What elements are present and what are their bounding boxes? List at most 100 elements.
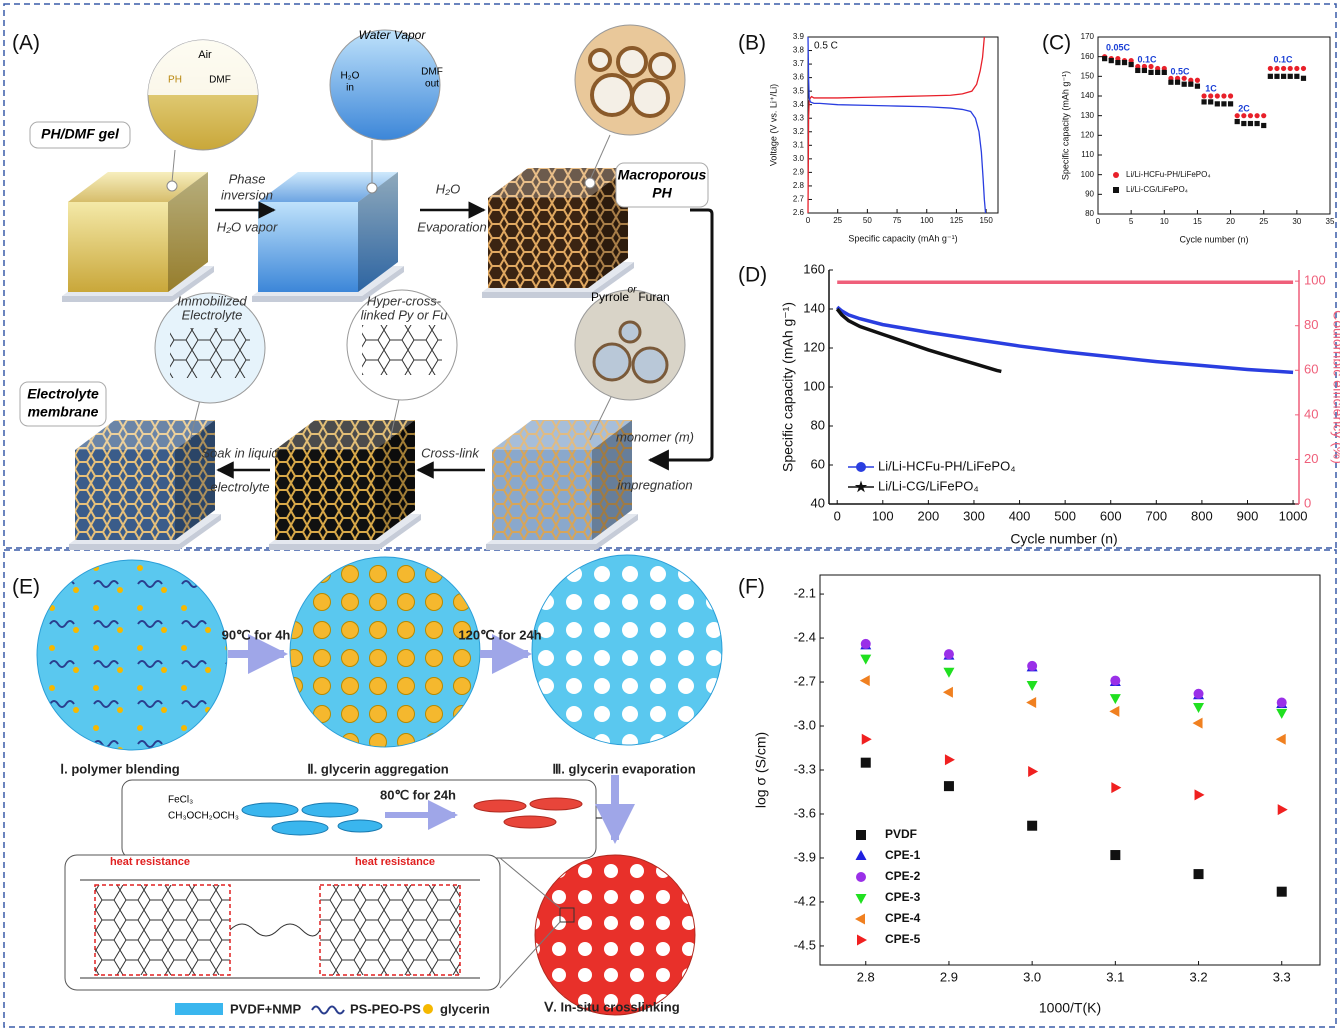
- x-tick-label: 5: [1129, 217, 1134, 226]
- label: Cross-link: [421, 445, 480, 460]
- legend-swatch: [175, 1003, 223, 1015]
- x-tick-label: 25: [833, 216, 842, 225]
- y-tick-label: 170: [1081, 32, 1095, 41]
- y-tick-label: 80: [811, 417, 825, 432]
- y2-tick-label: 60: [1304, 362, 1318, 377]
- label: Water Vapor: [359, 28, 427, 42]
- x-tick-label: 15: [1193, 217, 1202, 226]
- cube-porous: [482, 168, 634, 298]
- label: PH: [652, 185, 672, 201]
- marker: [1162, 70, 1167, 75]
- legend-label: Li/Li-CG/LiFePO₄: [1126, 185, 1188, 194]
- y-tick-label: 150: [1081, 71, 1095, 80]
- y-tick-label: 90: [1085, 189, 1094, 198]
- y-tick-label: 3.5: [793, 86, 805, 95]
- marker: [1135, 68, 1140, 73]
- marker: [1241, 113, 1246, 118]
- annotation: 2C: [1238, 103, 1250, 113]
- label: heat resistance: [355, 856, 435, 868]
- marker: [1194, 689, 1204, 699]
- y-tick-label: -4.5: [794, 937, 816, 952]
- x-tick-label: 700: [1145, 508, 1167, 523]
- x-tick-label: 500: [1054, 508, 1076, 523]
- marker: [1278, 804, 1288, 815]
- x-axis-label: Specific capacity (mAh g⁻¹): [848, 233, 957, 243]
- x-tick-label: 400: [1009, 508, 1031, 523]
- series-line: [808, 37, 984, 213]
- marker: [1182, 76, 1187, 81]
- legend-label: Li/Li-HCFu-PH/LiFePO₄: [1126, 170, 1211, 179]
- marker: [1175, 80, 1180, 85]
- network: [362, 325, 442, 375]
- annotation: 0.5C: [1170, 66, 1190, 76]
- stage-circle: [37, 560, 227, 750]
- y-tick-label: 60: [811, 456, 825, 471]
- marker: [856, 894, 867, 904]
- y-tick-label: 120: [1081, 130, 1095, 139]
- marker: [1221, 101, 1226, 106]
- marker: [1208, 93, 1213, 98]
- x-tick-label: 30: [1292, 217, 1301, 226]
- y-tick-label: 2.7: [793, 195, 805, 204]
- legend-label: CPE-3: [885, 890, 921, 904]
- marker: [1027, 821, 1037, 831]
- y-tick-label: 100: [1081, 170, 1095, 179]
- label: heat resistance: [110, 856, 190, 868]
- panel-label: (D): [738, 264, 767, 287]
- marker: [1301, 76, 1306, 81]
- x-tick-label: 0: [1096, 217, 1101, 226]
- marker: [856, 830, 866, 840]
- y-tick-label: -3.9: [794, 849, 816, 864]
- y-tick-label: 3.6: [793, 73, 805, 82]
- y-tick-label: 130: [1081, 111, 1095, 120]
- y-tick-label: 2.8: [793, 181, 805, 190]
- y-tick-label: 3.3: [793, 113, 805, 122]
- y-tick-label: -3.0: [794, 717, 816, 732]
- x-axis-label: 1000/T(K): [1039, 1000, 1101, 1016]
- y-tick-label: 160: [803, 261, 825, 276]
- marker: [860, 675, 870, 686]
- y-tick-label: -2.7: [794, 673, 816, 688]
- x-tick-label: 2.8: [857, 969, 875, 984]
- panel-label: (C): [1042, 32, 1071, 55]
- x-tick-label: 1000: [1279, 508, 1308, 523]
- marker: [944, 781, 954, 791]
- y-axis-label: log σ (S/cm): [753, 732, 769, 808]
- marker: [857, 935, 867, 946]
- figure: (A) Air PH DMF PH/DMF gel Phase inversio…: [0, 0, 1340, 1031]
- magnifier: [575, 290, 685, 400]
- marker: [1215, 101, 1220, 106]
- marker: [1109, 706, 1119, 717]
- plot-frame: [808, 37, 998, 213]
- label: H₂O: [436, 181, 460, 196]
- marker: [1248, 113, 1253, 118]
- panel-label: (B): [738, 32, 766, 55]
- legend-label: PVDF+NMP: [230, 1001, 301, 1016]
- marker: [1142, 68, 1147, 73]
- marker: [1188, 82, 1193, 87]
- marker: [1261, 113, 1266, 118]
- label: FeCl₃: [168, 795, 193, 806]
- y2-tick-label: 40: [1304, 406, 1318, 421]
- label: Ⅱ. glycerin aggregation: [307, 761, 449, 776]
- label: impregnation: [617, 477, 692, 492]
- x-tick-label: 125: [950, 216, 964, 225]
- label: Phase: [229, 171, 266, 186]
- y-tick-label: 3.0: [793, 154, 805, 163]
- label: Pyrrole: [591, 290, 629, 304]
- marker: [1148, 70, 1153, 75]
- y-tick-label: 100: [803, 378, 825, 393]
- legend-label: CPE-2: [885, 869, 921, 883]
- label: Hyper-cross-: [367, 293, 442, 308]
- label: Furan: [638, 290, 669, 304]
- label: electrolyte: [210, 479, 269, 494]
- label: membrane: [28, 404, 99, 420]
- marker: [1109, 58, 1114, 63]
- x-tick-label: 3.2: [1189, 969, 1207, 984]
- marker: [1248, 121, 1253, 126]
- x-tick-label: 3.3: [1273, 969, 1291, 984]
- y-tick-label: 2.6: [793, 208, 805, 217]
- cube-membrane: [69, 420, 221, 550]
- x-axis-label: Cycle number (n): [1010, 531, 1117, 547]
- marker: [1113, 172, 1119, 178]
